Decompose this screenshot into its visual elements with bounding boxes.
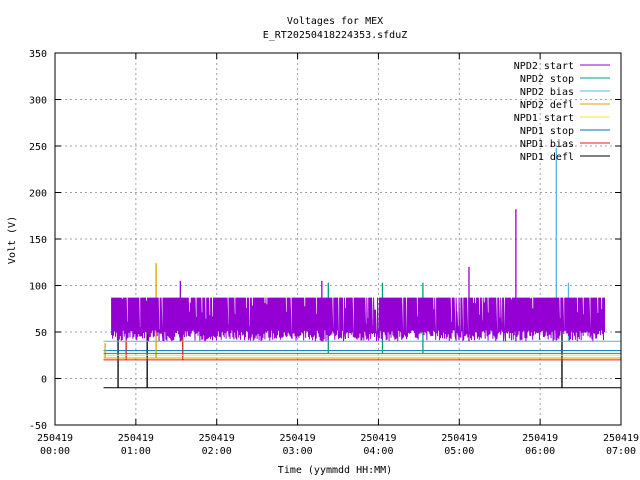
legend-label-npd1-start: NPD1 start (514, 113, 574, 124)
series-npd2-start (111, 209, 605, 342)
x-tick-label-time: 05:00 (444, 446, 474, 457)
x-tick-label-time: 00:00 (40, 446, 70, 457)
series-lines (103, 147, 621, 389)
x-tick-label-date: 250419 (360, 433, 396, 444)
y-tick-label: 0 (41, 375, 47, 386)
x-tick-label-date: 250419 (522, 433, 558, 444)
x-tick-label-date: 250419 (199, 433, 235, 444)
series-line-npd2-start (111, 297, 605, 342)
chart-subtitle: E_RT20250418224353.sfduZ (263, 30, 408, 41)
chart-title: Voltages for MEX (287, 16, 383, 27)
y-axis-label: Volt (V) (7, 216, 18, 264)
x-tick-label-time: 04:00 (363, 446, 393, 457)
plot-frame (54, 52, 622, 426)
legend-label-npd1-bias: NPD1 bias (520, 139, 574, 150)
x-tick-label-date: 250419 (603, 433, 639, 444)
x-axis-label: Time (yymmdd HH:MM) (278, 465, 392, 476)
y-tick-label: 50 (35, 328, 47, 339)
y-tick-label: 250 (29, 142, 47, 153)
y-tick-label: 200 (29, 189, 47, 200)
y-tick-label: 100 (29, 282, 47, 293)
y-tick-label: 150 (29, 235, 47, 246)
x-tick-label-date: 250419 (280, 433, 316, 444)
x-tick-label-date: 250419 (441, 433, 477, 444)
axis-ticks: -50 0 50 100 150 200 250 300 350 250419 00:00 25041… (29, 49, 639, 457)
x-tick-label-time: 06:00 (525, 446, 555, 457)
legend-label-npd2-start: NPD2 start (514, 61, 574, 72)
x-tick-label-date: 250419 (37, 433, 73, 444)
y-tick-label: -50 (29, 421, 47, 432)
x-tick-label-date: 250419 (118, 433, 154, 444)
legend-label-npd1-defl: NPD1 defl (520, 152, 574, 163)
x-tick-label-time: 03:00 (283, 446, 313, 457)
x-tick-label-time: 07:00 (606, 446, 636, 457)
legend-label-npd2-defl: NPD2 defl (520, 100, 574, 111)
legend-label-npd2-bias: NPD2 bias (520, 87, 574, 98)
x-tick-label-time: 01:00 (121, 446, 151, 457)
legend-label-npd2-stop: NPD2 stop (520, 74, 574, 85)
x-tick-label-time: 02:00 (202, 446, 232, 457)
legend: NPD2 start NPD2 stop NPD2 bias NPD2 defl NPD… (514, 61, 610, 163)
legend-label-npd1-stop: NPD1 stop (520, 126, 574, 137)
y-tick-label: 350 (29, 49, 47, 60)
y-tick-label: 300 (29, 96, 47, 107)
